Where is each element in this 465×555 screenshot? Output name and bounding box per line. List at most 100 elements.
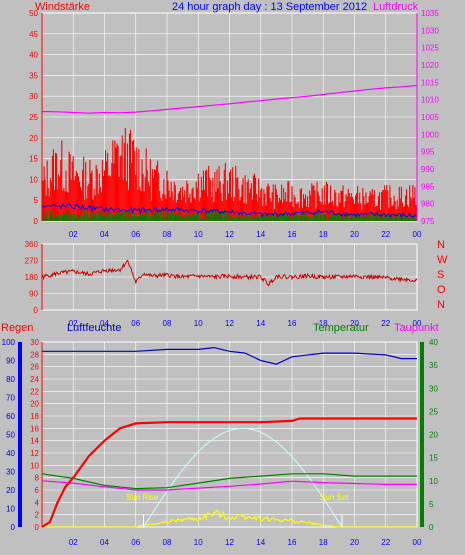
panel3-hour-label: 16 <box>288 538 297 547</box>
direction-tick-label: 0 <box>34 306 39 315</box>
pressure-line <box>41 84 418 114</box>
wind-tick-label: 20 <box>29 134 38 143</box>
temperature-tick-label: 20 <box>429 431 438 440</box>
humidity-tick-label: 100 <box>2 338 16 347</box>
rain-tick-label: 8 <box>35 474 40 483</box>
panel3-hour-label: 08 <box>163 538 172 547</box>
rain-tick-label: 0 <box>35 523 40 532</box>
pressure-tick-label: 980 <box>421 200 435 209</box>
pressure-tick-label: 1000 <box>421 130 439 139</box>
rain-tick-label: 10 <box>30 461 39 470</box>
rain-tick-label: 26 <box>30 363 39 372</box>
panel1-hour-label: 08 <box>163 230 172 239</box>
panel3-hour-label: 18 <box>319 538 328 547</box>
panel3-hour-label: 20 <box>350 538 359 547</box>
rain-tick-label: 6 <box>35 486 40 495</box>
compass-letter-label: S <box>437 269 444 281</box>
temperature-axis-title: Temperatur <box>313 322 369 334</box>
panel3-hour-label: 02 <box>69 538 78 547</box>
panel1-hour-label: 10 <box>194 230 203 239</box>
compass-letter-label: W <box>437 254 448 266</box>
temperature-line <box>41 473 417 490</box>
panel1-hour-label: 14 <box>256 230 265 239</box>
pressure-tick-label: 985 <box>421 182 435 191</box>
compass-letter-label: N <box>437 239 445 251</box>
panel1-hour-label: 20 <box>350 230 359 239</box>
wind-tick-label: 25 <box>29 113 38 122</box>
panel1-hour-label: 00 <box>413 230 422 239</box>
panel3-hour-label: 14 <box>256 538 265 547</box>
solar-line <box>42 509 417 528</box>
direction-tick-label: 90 <box>29 290 38 299</box>
humidity-tick-label: 10 <box>6 505 15 514</box>
panel1-hour-label: 16 <box>288 230 297 239</box>
wind-tick-label: 15 <box>29 155 38 164</box>
rain-tick-label: 24 <box>30 375 39 384</box>
rain-tick-label: 20 <box>30 400 39 409</box>
rain-tick-label: 28 <box>30 350 39 359</box>
temperature-tick-label: 10 <box>429 477 438 486</box>
compass-letter-label: N <box>437 299 445 311</box>
direction-tick-label: 180 <box>25 273 39 282</box>
rain-tick-label: 12 <box>30 449 39 458</box>
humidity-tick-label: 90 <box>6 357 15 366</box>
panel2-hour-label: 08 <box>163 319 172 328</box>
humidity-line <box>42 346 417 365</box>
panel2-hour-label: 16 <box>288 319 297 328</box>
panel1-hour-label: 18 <box>319 230 328 239</box>
dewpoint-line <box>41 480 417 491</box>
humidity-tick-label: 70 <box>6 394 15 403</box>
compass-letter-label: O <box>437 284 446 296</box>
humidity-tick-label: 20 <box>6 486 15 495</box>
wind-tick-label: 10 <box>29 175 38 184</box>
panel3-hour-label: 00 <box>413 538 422 547</box>
direction-tick-label: 360 <box>25 240 39 249</box>
rain-tick-label: 16 <box>30 424 39 433</box>
wind-tick-label: 30 <box>29 92 38 101</box>
panel2-hour-label: 10 <box>194 319 203 328</box>
panel2-hour-label: 14 <box>256 319 265 328</box>
pressure-axis-title: Luftdruck <box>373 1 419 13</box>
panel1-hour-label: 02 <box>69 230 78 239</box>
pressure-tick-label: 1035 <box>421 9 439 18</box>
panel2-hour-label: 02 <box>69 319 78 328</box>
temperature-tick-label: 35 <box>429 361 438 370</box>
pressure-tick-label: 990 <box>421 165 435 174</box>
wind-tick-label: 0 <box>34 217 39 226</box>
panel2-hour-label: 00 <box>413 319 422 328</box>
wind-average-line <box>41 203 418 219</box>
panel1-hour-label: 12 <box>225 230 234 239</box>
rain-tick-label: 18 <box>30 412 39 421</box>
rain-tick-label: 14 <box>30 437 39 446</box>
dewpoint-axis-title: Taupunkt <box>394 322 439 334</box>
panel2-hour-label: 04 <box>100 319 109 328</box>
rain-tick-label: 2 <box>35 511 40 520</box>
panel3-hour-label: 10 <box>194 538 203 547</box>
humidity-tick-label: 30 <box>6 468 15 477</box>
temperature-tick-label: 25 <box>429 407 438 416</box>
wind-tick-label: 35 <box>29 71 38 80</box>
pressure-tick-label: 1025 <box>421 44 439 53</box>
wind-axis-title: Windstärke <box>35 1 90 13</box>
temperature-tick-label: 40 <box>429 338 438 347</box>
sunset-label: Sun Set <box>320 493 349 502</box>
pressure-tick-label: 975 <box>421 217 435 226</box>
sun-light-curve <box>143 427 343 528</box>
sunrise-label: Sun Rise <box>126 493 159 502</box>
panel2-hour-label: 12 <box>225 319 234 328</box>
direction-tick-label: 270 <box>25 257 39 266</box>
panel1-hour-label: 04 <box>100 230 109 239</box>
wind-tick-label: 5 <box>34 196 39 205</box>
temperature-axis-bar <box>420 342 424 527</box>
panel1-hour-label: 06 <box>131 230 140 239</box>
panel3-hour-label: 04 <box>100 538 109 547</box>
panel3-hour-label: 06 <box>131 538 140 547</box>
temperature-tick-label: 0 <box>429 523 434 532</box>
humidity-axis-bar <box>18 342 22 527</box>
pressure-tick-label: 1030 <box>421 26 439 35</box>
rain-tick-label: 30 <box>30 338 39 347</box>
pressure-tick-label: 1010 <box>421 96 439 105</box>
temperature-tick-label: 30 <box>429 384 438 393</box>
